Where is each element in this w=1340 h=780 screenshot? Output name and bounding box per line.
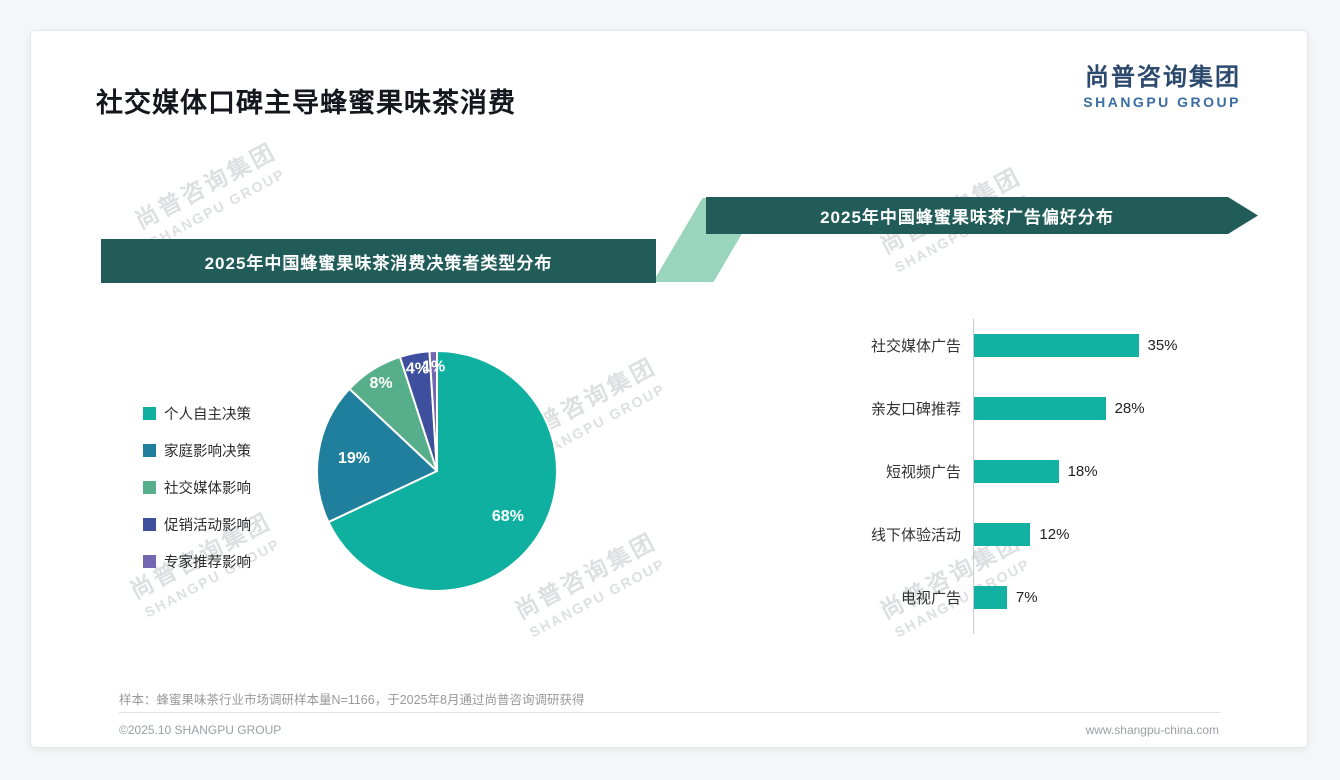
slide-card: 尚普咨询集团 SHANGPU GROUP 尚普咨询集团 SHANGPU GROU… (30, 30, 1308, 748)
watermark-cn: 尚普咨询集团 (130, 137, 281, 234)
bar-chart-title-banner: 2025年中国蜂蜜果味茶广告偏好分布 (706, 197, 1258, 234)
watermark: 尚普咨询集团 SHANGPU GROUP (128, 132, 290, 251)
pie-data-label: 4% (406, 360, 429, 377)
bar-category-label: 线下体验活动 (870, 527, 961, 544)
watermark-en: SHANGPU GROUP (146, 165, 288, 251)
bar-value-label: 35% (1147, 337, 1178, 354)
bar-chart-title: 2025年中国蜂蜜果味茶广告偏好分布 (820, 208, 1114, 227)
copyright-text: ©2025.10 SHANGPU GROUP (119, 723, 282, 737)
bar-row: 电视广告 7% (821, 566, 1291, 629)
legend-swatch (143, 555, 156, 568)
legend-item: 促销活动影响 (143, 514, 251, 535)
pie-slice (316, 387, 438, 524)
pie-data-label: 8% (369, 375, 392, 392)
legend-item: 个人自主决策 (143, 403, 251, 424)
legend-label: 专家推荐影响 (164, 555, 251, 571)
pie-slice (327, 350, 558, 592)
bar-row: 线下体验活动 12% (821, 503, 1291, 566)
pie-data-label: 1% (422, 359, 445, 376)
bar (974, 334, 1139, 357)
pie-chart-title: 2025年中国蜂蜜果味茶消费决策者类型分布 (204, 253, 553, 273)
bar-row: 亲友口碑推荐 28% (821, 377, 1291, 440)
legend-item: 专家推荐影响 (143, 551, 251, 572)
legend-item: 社交媒体影响 (143, 477, 251, 498)
legend-swatch (143, 407, 156, 420)
bar (974, 523, 1031, 546)
pie-data-label: 68% (492, 508, 524, 525)
logo-cn-text: 尚普咨询集团 (1085, 64, 1241, 91)
legend-swatch (143, 518, 156, 531)
bar-chart: 社交媒体广告 35% 亲友口碑推荐 28% 短视频广告 18% 线下体验活动 12% 电视广告 7… (821, 314, 1291, 629)
legend-swatch (143, 444, 156, 457)
bar-category-label: 电视广告 (900, 590, 961, 607)
pie-slice (428, 350, 438, 472)
bar-category-label: 亲友口碑推荐 (870, 401, 961, 418)
logo-en-text: SHANGPU GROUP (1083, 94, 1241, 110)
bar-value-label: 28% (1114, 400, 1145, 417)
legend-label: 社交媒体影响 (164, 481, 251, 497)
bar (974, 460, 1059, 483)
bar-axis-line (973, 319, 974, 634)
bar-row: 短视频广告 18% (821, 440, 1291, 503)
company-logo: 尚普咨询集团 SHANGPU GROUP (1083, 57, 1241, 110)
legend-swatch (143, 481, 156, 494)
pie-legend: 个人自主决策 家庭影响决策 社交媒体影响 促销活动影响 专家推荐影响 (143, 403, 251, 588)
footer-divider (119, 712, 1221, 713)
bar-value-label: 12% (1039, 526, 1070, 543)
bar-value-label: 7% (1015, 589, 1038, 606)
bar (974, 397, 1106, 420)
legend-label: 促销活动影响 (164, 518, 251, 534)
bar-category-label: 短视频广告 (885, 464, 961, 481)
legend-label: 个人自主决策 (164, 407, 251, 423)
legend-label: 家庭影响决策 (164, 444, 251, 460)
page-title: 社交媒体口碑主导蜂蜜果味茶消费 (96, 88, 516, 118)
bar (974, 586, 1007, 609)
bar-category-label: 社交媒体广告 (870, 338, 961, 355)
bar-value-label: 18% (1067, 463, 1098, 480)
sample-note: 样本：蜂蜜果味茶行业市场调研样本量N=1166，于2025年8月通过尚普咨询调研… (119, 693, 585, 707)
pie-chart-title-banner: 2025年中国蜂蜜果味茶消费决策者类型分布 (101, 239, 656, 283)
website-text: www.shangpu-china.com (1085, 723, 1219, 737)
legend-item: 家庭影响决策 (143, 440, 251, 461)
pie-chart: 68% 19% 8% 4%1% (316, 350, 558, 592)
bar-row: 社交媒体广告 35% (821, 314, 1291, 377)
pie-data-label: 19% (338, 450, 370, 467)
